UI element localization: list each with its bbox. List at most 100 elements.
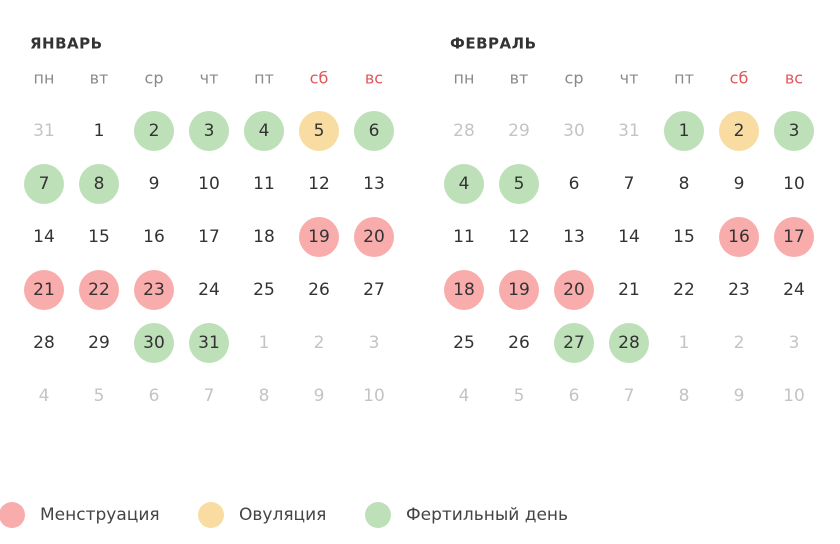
day-number[interactable]: 4 xyxy=(39,386,50,406)
day-number[interactable]: 18 xyxy=(253,227,275,247)
day-marker xyxy=(609,323,649,363)
month-title: ФЕВРАЛЬ xyxy=(450,35,537,53)
day-number[interactable]: 29 xyxy=(88,333,110,353)
day-number[interactable]: 23 xyxy=(728,280,750,300)
day-number[interactable]: 5 xyxy=(514,386,525,406)
day-number[interactable]: 5 xyxy=(514,174,525,194)
day-number[interactable]: 31 xyxy=(198,333,220,353)
day-number[interactable]: 5 xyxy=(314,121,325,141)
day-number[interactable]: 6 xyxy=(149,386,160,406)
day-marker xyxy=(719,217,759,257)
day-number[interactable]: 10 xyxy=(198,174,220,194)
day-number[interactable]: 2 xyxy=(149,121,160,141)
day-number[interactable]: 22 xyxy=(88,280,110,300)
day-number[interactable]: 17 xyxy=(198,227,220,247)
day-number[interactable]: 19 xyxy=(508,280,530,300)
day-number[interactable]: 9 xyxy=(734,386,745,406)
day-number[interactable]: 13 xyxy=(563,227,585,247)
day-number[interactable]: 12 xyxy=(508,227,530,247)
day-number[interactable]: 25 xyxy=(253,280,275,300)
day-marker xyxy=(499,270,539,310)
day-marker xyxy=(499,164,539,204)
day-marker xyxy=(24,164,64,204)
day-number[interactable]: 9 xyxy=(149,174,160,194)
day-number[interactable]: 3 xyxy=(369,333,380,353)
day-number[interactable]: 21 xyxy=(33,280,55,300)
day-number[interactable]: 24 xyxy=(198,280,220,300)
day-number[interactable]: 29 xyxy=(508,121,530,141)
day-number[interactable]: 25 xyxy=(453,333,475,353)
day-number[interactable]: 28 xyxy=(453,121,475,141)
day-number[interactable]: 26 xyxy=(508,333,530,353)
day-number[interactable]: 8 xyxy=(679,174,690,194)
day-number[interactable]: 4 xyxy=(459,386,470,406)
day-number[interactable]: 16 xyxy=(143,227,165,247)
day-number[interactable]: 8 xyxy=(94,174,105,194)
day-number[interactable]: 3 xyxy=(789,121,800,141)
weekday-label: пт xyxy=(674,69,694,88)
day-number[interactable]: 11 xyxy=(453,227,475,247)
day-number[interactable]: 24 xyxy=(783,280,805,300)
day-number[interactable]: 7 xyxy=(624,386,635,406)
day-number[interactable]: 20 xyxy=(363,227,385,247)
day-number[interactable]: 18 xyxy=(453,280,475,300)
day-number[interactable]: 3 xyxy=(789,333,800,353)
day-marker xyxy=(134,111,174,151)
day-number[interactable]: 28 xyxy=(33,333,55,353)
day-number[interactable]: 3 xyxy=(204,121,215,141)
day-number[interactable]: 7 xyxy=(204,386,215,406)
day-number[interactable]: 6 xyxy=(369,121,380,141)
day-number[interactable]: 14 xyxy=(33,227,55,247)
day-number[interactable]: 9 xyxy=(734,174,745,194)
day-number[interactable]: 2 xyxy=(314,333,325,353)
day-number[interactable]: 30 xyxy=(143,333,165,353)
day-number[interactable]: 22 xyxy=(673,280,695,300)
day-number[interactable]: 31 xyxy=(618,121,640,141)
day-number[interactable]: 30 xyxy=(563,121,585,141)
day-number[interactable]: 19 xyxy=(308,227,330,247)
weekday-label: ср xyxy=(565,69,584,88)
day-number[interactable]: 15 xyxy=(88,227,110,247)
day-number[interactable]: 31 xyxy=(33,121,55,141)
day-number[interactable]: 23 xyxy=(143,280,165,300)
day-number[interactable]: 27 xyxy=(563,333,585,353)
day-number[interactable]: 8 xyxy=(679,386,690,406)
day-marker xyxy=(79,164,119,204)
day-number[interactable]: 17 xyxy=(783,227,805,247)
day-number[interactable]: 6 xyxy=(569,174,580,194)
day-number[interactable]: 15 xyxy=(673,227,695,247)
day-number[interactable]: 7 xyxy=(39,174,50,194)
day-number[interactable]: 10 xyxy=(783,174,805,194)
day-number[interactable]: 26 xyxy=(308,280,330,300)
day-number[interactable]: 28 xyxy=(618,333,640,353)
day-number[interactable]: 27 xyxy=(363,280,385,300)
day-number[interactable]: 12 xyxy=(308,174,330,194)
weekday-label: чт xyxy=(620,69,639,88)
day-number[interactable]: 9 xyxy=(314,386,325,406)
day-number[interactable]: 1 xyxy=(259,333,270,353)
day-number[interactable]: 5 xyxy=(94,386,105,406)
day-number[interactable]: 2 xyxy=(734,121,745,141)
day-number[interactable]: 10 xyxy=(363,386,385,406)
day-number[interactable]: 1 xyxy=(94,121,105,141)
day-number[interactable]: 13 xyxy=(363,174,385,194)
day-number[interactable]: 7 xyxy=(624,174,635,194)
day-number[interactable]: 20 xyxy=(563,280,585,300)
day-number[interactable]: 4 xyxy=(259,121,270,141)
day-number[interactable]: 1 xyxy=(679,121,690,141)
day-number[interactable]: 16 xyxy=(728,227,750,247)
day-number[interactable]: 8 xyxy=(259,386,270,406)
legend-label: Овуляция xyxy=(239,505,326,525)
day-number[interactable]: 4 xyxy=(459,174,470,194)
day-number[interactable]: 21 xyxy=(618,280,640,300)
day-number[interactable]: 10 xyxy=(783,386,805,406)
day-number[interactable]: 14 xyxy=(618,227,640,247)
day-number[interactable]: 6 xyxy=(569,386,580,406)
day-marker xyxy=(554,270,594,310)
day-number[interactable]: 2 xyxy=(734,333,745,353)
day-number[interactable]: 1 xyxy=(679,333,690,353)
day-marker xyxy=(774,217,814,257)
legend-label: Менструация xyxy=(40,505,160,525)
day-number[interactable]: 11 xyxy=(253,174,275,194)
